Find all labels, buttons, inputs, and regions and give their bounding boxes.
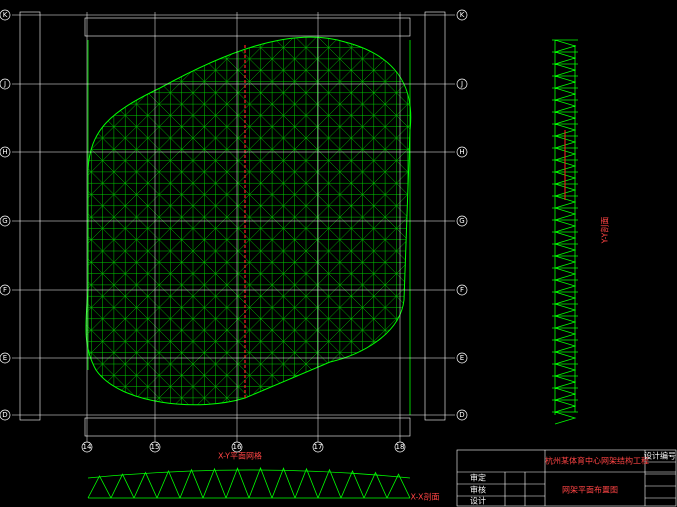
axis-label: 14 [83,443,92,451]
axis-bubble [0,146,11,158]
axis-label: 17 [314,443,323,451]
axis-bubble [456,409,468,421]
axis-label: E [3,354,7,362]
axis-label: H [2,148,7,156]
axis-label: D [459,411,464,419]
dim-strip-left [19,11,41,421]
bottom-truss [87,466,411,499]
axis-bubble [0,78,11,90]
lattice-members [85,37,411,405]
title-block: 杭州某体育中心网架结构工程 网架平面布置图 设计编号 审定 审核 设计 [456,449,677,507]
role: 设计 [470,496,486,506]
axis-bubble [0,409,11,421]
axis-bubble [0,9,11,21]
axis-bubble [456,215,468,227]
section-caption: X-X剖面 [410,492,439,502]
axis-label: E [460,354,464,362]
axis-label: F [3,286,7,294]
axis-label: H [459,148,464,156]
axis-label: 16 [233,443,242,451]
dim-strip-top [84,17,411,37]
axis-label: G [2,217,7,225]
dim-strip-bottom [84,417,411,437]
axis-label: 15 [151,443,160,451]
axis-bubble [456,352,468,364]
side-truss [552,39,578,425]
roof-outline [85,36,412,406]
axis-bubble [456,78,468,90]
axis-label: D [2,411,7,419]
drawing-name: 网架平面布置图 [562,485,618,495]
axis-label: J [460,80,463,88]
axis-bubble [149,441,161,453]
axis-bubble [0,215,11,227]
axis-bubble [231,441,243,453]
axis-label: J [3,80,6,88]
title-frame [456,449,677,507]
axis-label: K [3,11,8,19]
axis-label: F [460,286,464,294]
axis-bubble [456,146,468,158]
drawing-number: 设计编号 [644,451,676,461]
axis-bubble [0,284,11,296]
dim-strip-right [424,11,446,421]
title-cells [457,450,676,506]
roof-lattice [85,37,411,405]
axis-label: K [460,11,465,19]
axis-bubble [312,441,324,453]
role: 审核 [470,485,486,495]
role: 审定 [470,473,486,483]
axis-bubble [0,352,11,364]
side-caption: Y-Y剖面 [600,217,610,245]
project-name: 杭州某体育中心网架结构工程 [545,456,649,466]
plan-caption: X-Y平面网格 [218,451,262,461]
axis-bubble [81,441,93,453]
truss-members [87,466,411,499]
axis-bubble [456,284,468,296]
axis-label: G [459,217,464,225]
axis-bubble [456,9,468,21]
axis-bubble [394,441,406,453]
axis-label: 18 [396,443,405,451]
truss-members [552,39,578,425]
